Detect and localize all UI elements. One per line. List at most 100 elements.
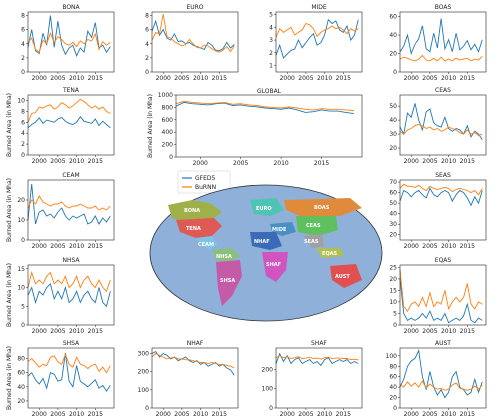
ytick-label-aust-4: 80 [389,363,397,370]
axes-frame-ceas [399,94,487,156]
panel-title-ceam: CEAM [62,172,79,179]
ytick-label-nhaf-0: 0 [145,405,149,412]
ytick-label-euro-4: 8 [145,13,149,20]
axes-frame-aust [399,347,487,409]
series-line-ceas-burnn [399,123,483,137]
series-line-bona-gfed5 [27,15,111,57]
map-label-boas: BOAS [314,205,330,211]
series-line-shaf-gfed5 [275,352,359,367]
xtick-label-shsa-1: 2005 [50,411,65,418]
panel-eqas: EQAS 0 5 10 15 20 25 2000 2005 2010 2015 [389,257,487,335]
ytick-label-seas-3: 50 [389,200,397,207]
ytick-label-aust-3: 60 [389,374,397,381]
panel-title-bona: BONA [62,4,80,11]
panel-title-mide: MIDE [311,4,327,11]
axes-frame-bona [27,11,115,73]
panel-title-shaf: SHAF [311,340,327,347]
series-line-nhaf-burnn [151,352,235,369]
xtick-label-global-2: 2010 [273,160,288,167]
xtick-label-ceam-2: 2010 [69,243,84,250]
xtick-label-tena-3: 2015 [88,158,103,165]
ytick-label-aust-5: 100 [386,353,398,360]
panel-seas: SEAS 20 30 40 50 60 70 2000 2005 2010 2015 [389,172,487,250]
xtick-label-global-1: 2005 [233,160,248,167]
xtick-label-ceam-3: 2015 [88,243,103,250]
map-label-aust: AUST [335,274,350,280]
axes-frame-seas [399,179,487,241]
xtick-label-boas-2: 2010 [441,75,456,82]
ytick-label-ceam-0: 0 [21,237,25,244]
series-line-eqas-burnn [399,269,483,313]
xtick-label-nhaf-0: 2000 [156,411,171,418]
xtick-label-tena-2: 2010 [69,158,84,165]
map-label-nhsa: NHSA [216,254,232,260]
ytick-label-boas-3: 60 [389,14,397,21]
xtick-label-mide-1: 2005 [298,75,313,82]
axes-frame-boas [399,11,487,73]
xtick-label-nhaf-1: 2005 [174,411,189,418]
xtick-label-eqas-0: 2000 [404,328,419,335]
ytick-label-seas-0: 20 [389,232,397,239]
ytick-label-tena-4: 8 [21,108,25,115]
xtick-label-ceas-1: 2005 [422,158,437,165]
xtick-label-ceas-3: 2015 [460,158,475,165]
ytick-label-aust-2: 40 [389,384,397,391]
xtick-label-ceam-1: 2005 [50,243,65,250]
xtick-label-mide-3: 2015 [336,75,351,82]
xtick-label-shaf-1: 2005 [298,411,313,418]
region-ceas [296,216,338,236]
xtick-label-nhsa-1: 2005 [50,328,65,335]
ytick-label-shsa-3: 80 [17,356,25,363]
series-line-aust-gfed5 [399,349,483,399]
series-line-mide-gfed5 [275,18,359,59]
map-label-shaf: SHAF [266,262,281,268]
ylabel-shsa: Burned Area (in Mha) [6,346,13,410]
ytick-label-ceam-1: 10 [17,217,25,224]
ytick-label-nhsa-1: 5 [21,303,25,310]
ytick-label-nhsa-2: 10 [17,285,25,292]
ytick-label-eqas-4: 20 [389,276,397,283]
ytick-label-bona-2: 4 [21,41,25,48]
xtick-label-ceas-0: 2000 [404,158,419,165]
xtick-label-bona-3: 2015 [88,75,103,82]
region-nhsa [212,248,240,262]
xtick-label-nhsa-0: 2000 [32,328,47,335]
xtick-label-boas-0: 2000 [404,75,419,82]
panel-nhsa: NHSA 0 5 10 15 2000 2005 2010 2015 Burned Area (i… [6,257,115,335]
ytick-label-mide-1: 2 [269,50,273,57]
panel-global: GLOBAL 0 200 400 600 800 1000 2000 2005 2010 2015 B… [147,88,363,194]
map-label-nhaf: NHAF [254,239,270,245]
region-bona [168,200,222,222]
series-line-global-gfed5 [175,101,354,115]
series-line-eqas-gfed5 [399,278,483,324]
map-label-eqas: EQAS [322,251,338,257]
ytick-label-nhaf-2: 200 [138,369,150,376]
xtick-label-ceam-0: 2000 [32,243,47,250]
ytick-label-euro-2: 4 [145,41,149,48]
series-line-tena-gfed5 [27,116,111,129]
xtick-label-aust-0: 2000 [404,411,419,418]
ytick-label-tena-3: 6 [21,119,25,126]
panel-euro: EURO 0 2 4 6 8 2000 2005 2010 2015 [145,4,239,82]
xtick-label-shaf-2: 2010 [317,411,332,418]
ytick-label-ceam-2: 20 [17,197,25,204]
series-line-nhsa-burnn [27,270,111,293]
ytick-label-bona-0: 0 [21,69,25,76]
series-line-global-burnn [175,100,354,111]
panel-title-ceas: CEAS [435,87,451,94]
map-label-tena: TENA [186,226,201,232]
series-line-mide-burnn [275,22,359,38]
xtick-label-global-3: 2015 [314,160,329,167]
map-label-mide: MIDE [272,227,287,233]
ytick-label-eqas-3: 15 [389,287,397,294]
ytick-label-mide-0: 1 [269,63,273,70]
series-line-aust-burnn [399,379,483,391]
xtick-label-nhaf-3: 2015 [212,411,227,418]
ytick-label-global-4: 800 [162,104,174,111]
ytick-label-bona-1: 2 [21,55,25,62]
map-label-bona: BONA [184,208,200,214]
ytick-label-global-2: 400 [162,129,174,136]
ytick-label-tena-0: 0 [21,152,25,159]
xtick-label-shsa-3: 2015 [88,411,103,418]
ytick-label-nhaf-1: 100 [138,387,150,394]
